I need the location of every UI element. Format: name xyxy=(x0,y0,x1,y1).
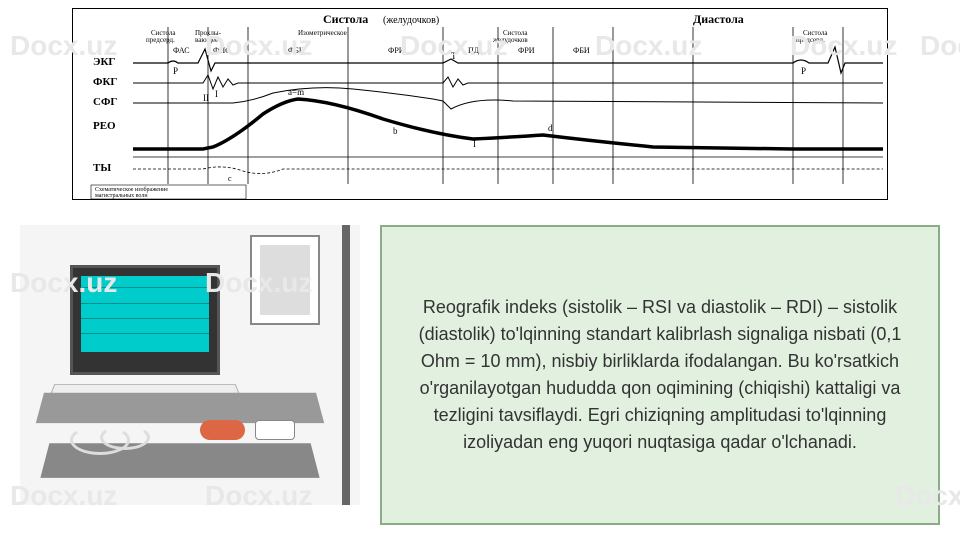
svg-text:d: d xyxy=(548,123,553,133)
svg-text:Изометрическое: Изометрическое xyxy=(298,29,347,37)
svg-text:ФБИ: ФБИ xyxy=(288,46,305,55)
svg-text:желудочков: желудочков xyxy=(492,36,528,44)
svg-text:P: P xyxy=(801,66,806,76)
diagram-title-right: Диастола xyxy=(693,12,744,26)
svg-text:(желудочков): (желудочков) xyxy=(383,15,439,26)
row-label-reo: РЕО xyxy=(93,120,116,132)
svg-text:b: b xyxy=(393,126,398,136)
svg-text:ФРИ: ФРИ xyxy=(388,46,405,55)
watermark: Docx.uz xyxy=(920,30,960,62)
svg-text:T: T xyxy=(451,51,457,61)
svg-text:a=m: a=m xyxy=(288,87,304,97)
svg-text:ФИС: ФИС xyxy=(213,46,230,55)
svg-text:ПД: ПД xyxy=(468,46,480,55)
svg-text:магистральных волн: магистральных волн xyxy=(95,193,148,199)
svg-text:P: P xyxy=(173,66,178,76)
row-label-sfg: СФГ xyxy=(93,96,117,108)
svg-text:I: I xyxy=(215,89,218,99)
row-label-fkg: ФКГ xyxy=(93,76,117,88)
diagram-title-left: Систола xyxy=(323,12,368,26)
svg-text:II: II xyxy=(203,93,209,103)
row-label-ekg: ЭКГ xyxy=(93,56,115,68)
svg-text:вающее: вающее xyxy=(195,36,218,44)
description-text: Reografik indeks (sistolik – RSI va dias… xyxy=(406,294,914,456)
equipment-image xyxy=(20,225,360,505)
cardiac-diagram: Систола (желудочков) Диастола Систола пр… xyxy=(72,8,888,200)
svg-text:ФАС: ФАС xyxy=(173,46,190,55)
svg-text:ФБИ: ФБИ xyxy=(573,46,590,55)
svg-text:предсерд.: предсерд. xyxy=(146,36,175,44)
row-label-ty: ТЫ xyxy=(93,162,111,174)
svg-text:I: I xyxy=(473,139,476,149)
svg-text:c: c xyxy=(228,174,232,183)
svg-text:предсерд.: предсерд. xyxy=(796,36,825,44)
svg-text:Схематическое изображение: Схематическое изображение xyxy=(95,186,168,193)
svg-text:ФРИ: ФРИ xyxy=(518,46,535,55)
description-textbox: Reografik indeks (sistolik – RSI va dias… xyxy=(380,225,940,525)
